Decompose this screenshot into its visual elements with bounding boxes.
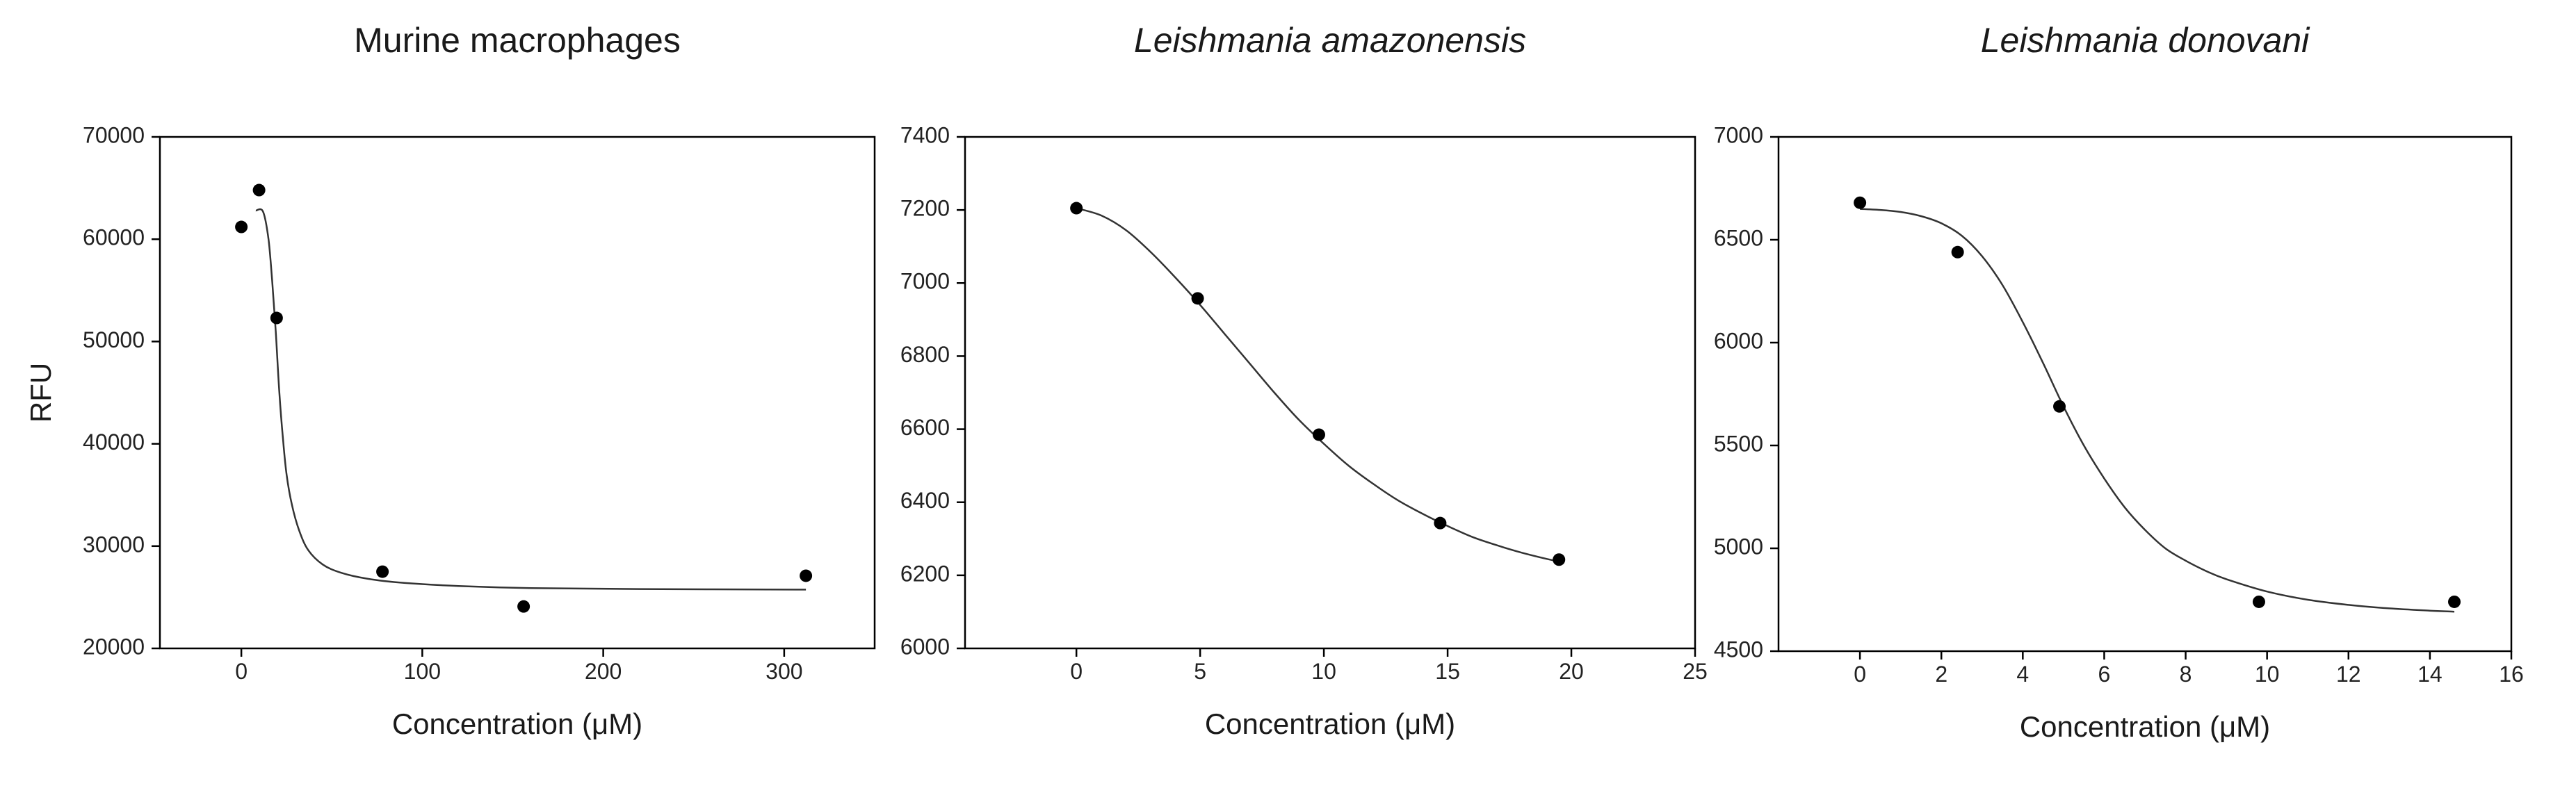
y-tick-label: 6000	[900, 634, 950, 659]
x-tick-label: 14	[2417, 662, 2443, 687]
fit-curve	[255, 208, 807, 591]
y-tick-label: 6200	[900, 561, 950, 586]
y-tick-label: 6000	[1714, 328, 1763, 353]
x-tick-label: 4	[2016, 662, 2029, 687]
chart-panel-leishmania-amazonensis: Leishmania amazonensis 6000 6200 6400 6600 68…	[900, 21, 1708, 740]
x-tick-label: 2	[1935, 662, 1947, 687]
y-tick-label: 7200	[900, 196, 950, 221]
y-axis-label: RFU	[24, 363, 57, 423]
x-tick-label: 12	[2336, 662, 2361, 687]
data-point	[376, 565, 389, 578]
data-point	[270, 311, 283, 325]
x-tick-label: 300	[765, 659, 802, 684]
x-axis-label: Concentration (μM)	[392, 707, 642, 740]
y-tick-label: 6800	[900, 342, 950, 367]
y-tick-label: 6500	[1714, 225, 1763, 250]
plot-frame	[964, 136, 1696, 650]
x-tick-label: 0	[1070, 659, 1083, 684]
x-tick-label: 6	[2098, 662, 2111, 687]
chart-title: Leishmania donovani	[1981, 21, 2310, 60]
plot-frame	[1777, 136, 2513, 653]
x-tick-label: 10	[1311, 659, 1336, 684]
y-tick-label: 7000	[900, 269, 950, 294]
x-tick-label: 100	[404, 659, 441, 684]
x-tick-label: 0	[235, 659, 248, 684]
chart-title: Murine macrophages	[354, 21, 681, 60]
y-tick-label: 40000	[83, 429, 145, 455]
data-point	[1070, 202, 1083, 215]
y-tick-label: 5000	[1714, 534, 1763, 559]
x-tick-label: 200	[585, 659, 622, 684]
y-tick-label: 5500	[1714, 431, 1763, 456]
chart-panel-murine-macrophages: Murine macrophages 20000 30000 40000 50000 60…	[24, 21, 876, 740]
y-tick-label: 6400	[900, 488, 950, 513]
y-tick-label: 20000	[83, 634, 145, 659]
data-point	[1434, 516, 1447, 530]
chart-panel-leishmania-donovani: Leishmania donovani 4500 5000 5500 6000 6500 7…	[1714, 21, 2524, 743]
x-tick-label: 8	[2180, 662, 2192, 687]
y-tick-label: 50000	[83, 327, 145, 352]
data-point	[1854, 196, 1867, 209]
plot-frame	[159, 136, 876, 650]
x-tick-label: 25	[1683, 659, 1708, 684]
y-tick-label: 70000	[83, 122, 145, 147]
data-point	[1553, 553, 1566, 566]
y-tick-label: 6600	[900, 415, 950, 440]
chart-title: Leishmania amazonensis	[1134, 21, 1526, 60]
data-point	[2053, 400, 2066, 413]
x-axis-label: Concentration (μM)	[2020, 710, 2270, 743]
fit-curve	[1076, 207, 1560, 563]
x-tick-label: 0	[1854, 662, 1866, 687]
fit-curve	[1860, 208, 2455, 613]
y-tick-label: 7400	[900, 122, 950, 147]
y-tick-label: 7000	[1714, 122, 1763, 147]
data-point	[1312, 428, 1325, 441]
data-point	[517, 600, 530, 613]
x-tick-label: 16	[2499, 662, 2524, 687]
x-tick-label: 5	[1194, 659, 1206, 684]
data-point	[800, 569, 813, 582]
y-tick-label: 4500	[1714, 637, 1763, 662]
data-point	[1951, 245, 1964, 259]
y-tick-label: 60000	[83, 225, 145, 250]
data-point	[2448, 595, 2461, 608]
x-tick-label: 10	[2255, 662, 2280, 687]
data-point	[235, 220, 248, 234]
y-tick-label: 30000	[83, 532, 145, 557]
x-axis-label: Concentration (μM)	[1205, 707, 1455, 740]
data-point	[1191, 292, 1204, 305]
data-point	[252, 183, 266, 197]
x-tick-label: 20	[1559, 659, 1584, 684]
x-tick-label: 15	[1435, 659, 1460, 684]
data-point	[2252, 595, 2265, 608]
